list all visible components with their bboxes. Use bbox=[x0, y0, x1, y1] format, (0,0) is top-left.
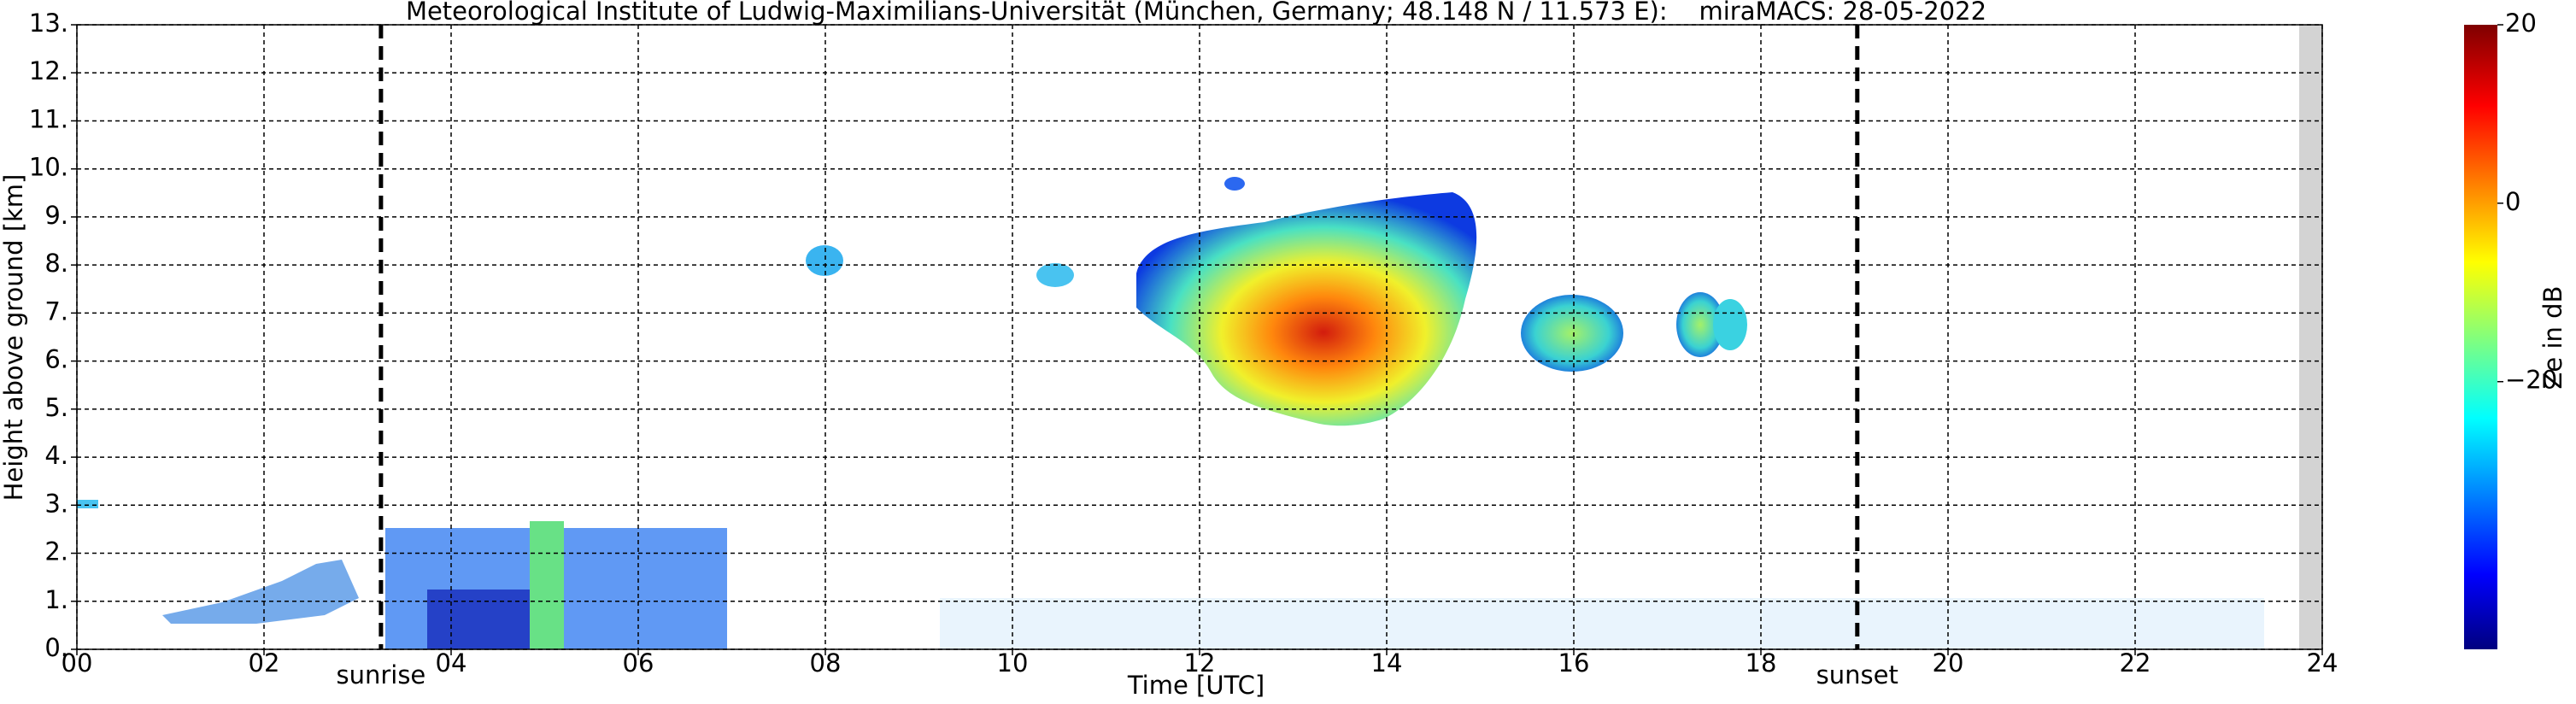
x-tick-label: 18 bbox=[1746, 648, 1777, 678]
y-tick-label: 8. bbox=[44, 249, 68, 278]
radar-echoes bbox=[77, 177, 2264, 649]
x-tick-label: 04 bbox=[436, 648, 467, 678]
x-tick-label: 16 bbox=[1558, 648, 1590, 678]
echo bbox=[427, 590, 530, 649]
y-tick-label: 9. bbox=[44, 201, 68, 230]
colorbar bbox=[2464, 25, 2497, 649]
echo bbox=[1713, 299, 1747, 350]
no-data-band bbox=[2299, 25, 2322, 649]
plot-frame bbox=[76, 24, 2323, 650]
colorbar-tick-label: −20 bbox=[2505, 366, 2557, 395]
y-tick-label: 6. bbox=[44, 345, 68, 374]
y-tick-label: 2. bbox=[44, 537, 68, 566]
y-tick-label: 0. bbox=[44, 633, 68, 662]
x-tick-label: 10 bbox=[997, 648, 1029, 678]
colorbar-tick-label: 0 bbox=[2505, 187, 2520, 216]
colorbar-label: Ze in dB bbox=[2538, 286, 2567, 390]
x-tick-label: 24 bbox=[2307, 648, 2338, 678]
x-tick-label: 22 bbox=[2120, 648, 2151, 678]
sun-label: sunrise bbox=[336, 660, 425, 689]
y-tick-label: 1. bbox=[44, 585, 68, 614]
y-tick-label: 12. bbox=[29, 56, 68, 85]
echo bbox=[162, 560, 359, 624]
x-tick-label: 12 bbox=[1184, 648, 1216, 678]
x-tick-label: 14 bbox=[1371, 648, 1403, 678]
x-axis-label: Time [UTC] bbox=[1127, 671, 1265, 700]
echo bbox=[530, 521, 564, 649]
chart-title: Meteorological Institute of Ludwig-Maxim… bbox=[406, 0, 1986, 26]
echo bbox=[1521, 295, 1623, 372]
y-tick-label: 10. bbox=[29, 153, 68, 182]
echo bbox=[1036, 263, 1074, 287]
x-tick-label: 00 bbox=[62, 648, 93, 678]
y-axis-label: Height above ground [km] bbox=[0, 174, 28, 502]
colorbar-tick-label: 20 bbox=[2505, 9, 2537, 38]
echo bbox=[77, 500, 98, 508]
y-tick-label: 5. bbox=[44, 393, 68, 422]
x-tick-label: 08 bbox=[810, 648, 842, 678]
x-tick-label: 06 bbox=[623, 648, 654, 678]
x-tick-label: 02 bbox=[249, 648, 280, 678]
x-tick-label: 20 bbox=[1933, 648, 1964, 678]
y-tick-label: 4. bbox=[44, 441, 68, 470]
y-tick-label: 13. bbox=[29, 9, 68, 38]
echo bbox=[806, 245, 843, 276]
echo bbox=[1224, 177, 1245, 191]
echo bbox=[1136, 192, 1477, 426]
y-tick-label: 11. bbox=[29, 104, 68, 133]
y-tick-label: 7. bbox=[44, 296, 68, 326]
y-tick-label: 3. bbox=[44, 489, 68, 518]
echo bbox=[940, 598, 2264, 649]
echo bbox=[1676, 292, 1724, 357]
sun-label: sunset bbox=[1816, 660, 1898, 689]
